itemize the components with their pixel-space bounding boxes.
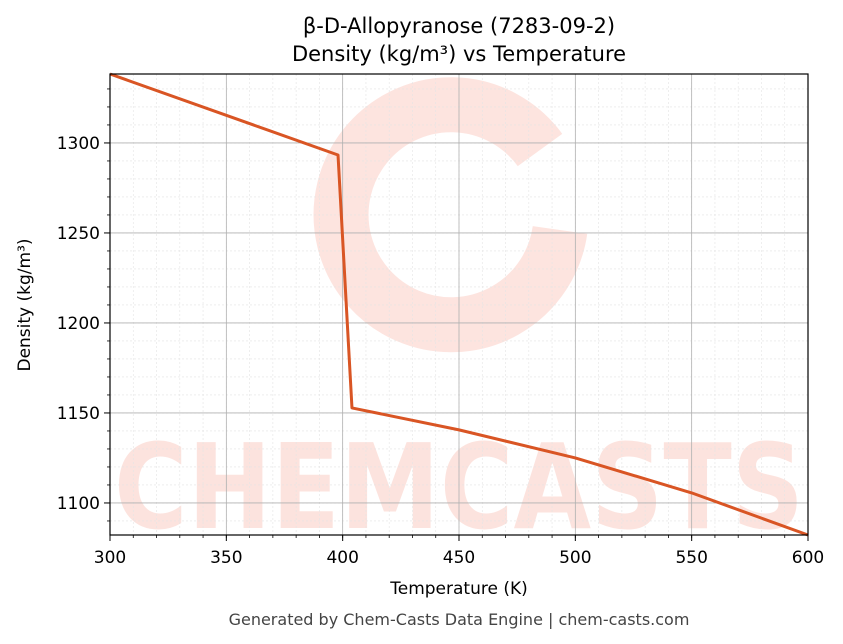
x-tick-label: 500 — [559, 548, 591, 568]
x-tick-label: 450 — [443, 548, 475, 568]
y-axis-label: Density (kg/m³) — [15, 238, 35, 371]
data-line — [109, 72, 809, 537]
y-tick-label: 1300 — [57, 134, 100, 154]
y-tick-label: 1150 — [57, 404, 100, 424]
x-tick-label: 400 — [326, 548, 358, 568]
y-tick-label: 1250 — [57, 224, 100, 244]
x-axis-label: Temperature (K) — [389, 579, 528, 599]
chart-title: β-D-Allopyranose (7283-09-2) — [303, 14, 615, 38]
x-tick-label: 600 — [792, 548, 824, 568]
x-tick-label: 350 — [210, 548, 242, 568]
y-tick-label: 1100 — [57, 494, 100, 514]
chart-subtitle: Density (kg/m³) vs Temperature — [292, 42, 626, 66]
footer: Generated by Chem-Casts Data Engine | ch… — [229, 610, 690, 629]
plot-frame — [109, 73, 809, 536]
x-tick-label: 550 — [675, 548, 707, 568]
y-tick-label: 1200 — [57, 314, 100, 334]
x-tick-label: 300 — [94, 548, 126, 568]
